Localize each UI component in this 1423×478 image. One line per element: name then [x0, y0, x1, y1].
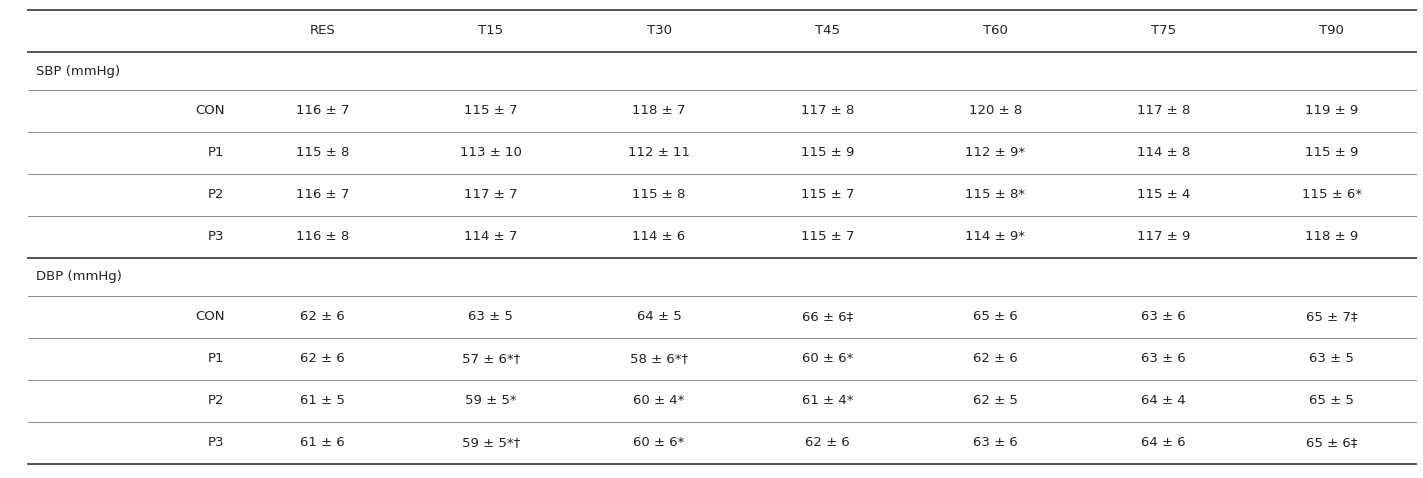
Text: 63 ± 6: 63 ± 6: [1141, 311, 1185, 324]
Text: 62 ± 5: 62 ± 5: [973, 394, 1017, 408]
Text: 61 ± 6: 61 ± 6: [300, 436, 346, 449]
Text: T45: T45: [815, 24, 840, 37]
Text: T30: T30: [646, 24, 672, 37]
Text: 59 ± 5*: 59 ± 5*: [465, 394, 517, 408]
Text: 63 ± 5: 63 ± 5: [468, 311, 514, 324]
Text: T75: T75: [1151, 24, 1177, 37]
Text: 59 ± 5*†: 59 ± 5*†: [462, 436, 519, 449]
Text: 116 ± 7: 116 ± 7: [296, 105, 350, 118]
Text: 119 ± 9: 119 ± 9: [1305, 105, 1359, 118]
Text: P3: P3: [208, 436, 225, 449]
Text: 113 ± 10: 113 ± 10: [460, 146, 522, 160]
Text: SBP (mmHg): SBP (mmHg): [36, 65, 120, 77]
Text: 62 ± 6: 62 ± 6: [973, 352, 1017, 366]
Text: 114 ± 6: 114 ± 6: [632, 230, 686, 243]
Text: 66 ± 6‡: 66 ± 6‡: [801, 311, 852, 324]
Text: 115 ± 9: 115 ± 9: [801, 146, 854, 160]
Text: 62 ± 6: 62 ± 6: [805, 436, 850, 449]
Text: 65 ± 6‡: 65 ± 6‡: [1306, 436, 1358, 449]
Text: 65 ± 5: 65 ± 5: [1309, 394, 1355, 408]
Text: P1: P1: [208, 146, 225, 160]
Text: 112 ± 11: 112 ± 11: [628, 146, 690, 160]
Text: 64 ± 5: 64 ± 5: [636, 311, 682, 324]
Text: P2: P2: [208, 394, 225, 408]
Text: 116 ± 7: 116 ± 7: [296, 188, 350, 202]
Text: T90: T90: [1319, 24, 1345, 37]
Text: CON: CON: [195, 105, 225, 118]
Text: 116 ± 8: 116 ± 8: [296, 230, 350, 243]
Text: 62 ± 6: 62 ± 6: [300, 352, 346, 366]
Text: 63 ± 5: 63 ± 5: [1309, 352, 1355, 366]
Text: 63 ± 6: 63 ± 6: [973, 436, 1017, 449]
Text: 115 ± 8*: 115 ± 8*: [965, 188, 1026, 202]
Text: 115 ± 7: 115 ± 7: [464, 105, 518, 118]
Text: 114 ± 9*: 114 ± 9*: [965, 230, 1026, 243]
Text: RES: RES: [310, 24, 336, 37]
Text: 117 ± 9: 117 ± 9: [1137, 230, 1190, 243]
Text: 115 ± 7: 115 ± 7: [801, 188, 854, 202]
Text: 114 ± 7: 114 ± 7: [464, 230, 518, 243]
Text: 115 ± 4: 115 ± 4: [1137, 188, 1190, 202]
Text: 63 ± 6: 63 ± 6: [1141, 352, 1185, 366]
Text: DBP (mmHg): DBP (mmHg): [36, 271, 121, 283]
Text: P3: P3: [208, 230, 225, 243]
Text: 115 ± 7: 115 ± 7: [801, 230, 854, 243]
Text: P2: P2: [208, 188, 225, 202]
Text: 65 ± 7‡: 65 ± 7‡: [1306, 311, 1358, 324]
Text: 120 ± 8: 120 ± 8: [969, 105, 1022, 118]
Text: 118 ± 9: 118 ± 9: [1305, 230, 1359, 243]
Text: 117 ± 8: 117 ± 8: [1137, 105, 1190, 118]
Text: T15: T15: [478, 24, 504, 37]
Text: 115 ± 9: 115 ± 9: [1305, 146, 1359, 160]
Text: 61 ± 5: 61 ± 5: [300, 394, 346, 408]
Text: 65 ± 6: 65 ± 6: [973, 311, 1017, 324]
Text: 117 ± 7: 117 ± 7: [464, 188, 518, 202]
Text: 64 ± 6: 64 ± 6: [1141, 436, 1185, 449]
Text: 62 ± 6: 62 ± 6: [300, 311, 346, 324]
Text: 115 ± 6*: 115 ± 6*: [1302, 188, 1362, 202]
Text: 114 ± 8: 114 ± 8: [1137, 146, 1190, 160]
Text: 60 ± 6*: 60 ± 6*: [633, 436, 684, 449]
Text: 61 ± 4*: 61 ± 4*: [801, 394, 852, 408]
Text: 118 ± 7: 118 ± 7: [632, 105, 686, 118]
Text: 112 ± 9*: 112 ± 9*: [965, 146, 1026, 160]
Text: 60 ± 6*: 60 ± 6*: [801, 352, 852, 366]
Text: 115 ± 8: 115 ± 8: [632, 188, 686, 202]
Text: 57 ± 6*†: 57 ± 6*†: [462, 352, 519, 366]
Text: 115 ± 8: 115 ± 8: [296, 146, 350, 160]
Text: 117 ± 8: 117 ± 8: [801, 105, 854, 118]
Text: T60: T60: [983, 24, 1007, 37]
Text: 60 ± 4*: 60 ± 4*: [633, 394, 684, 408]
Text: 64 ± 4: 64 ± 4: [1141, 394, 1185, 408]
Text: CON: CON: [195, 311, 225, 324]
Text: 58 ± 6*†: 58 ± 6*†: [630, 352, 689, 366]
Text: P1: P1: [208, 352, 225, 366]
